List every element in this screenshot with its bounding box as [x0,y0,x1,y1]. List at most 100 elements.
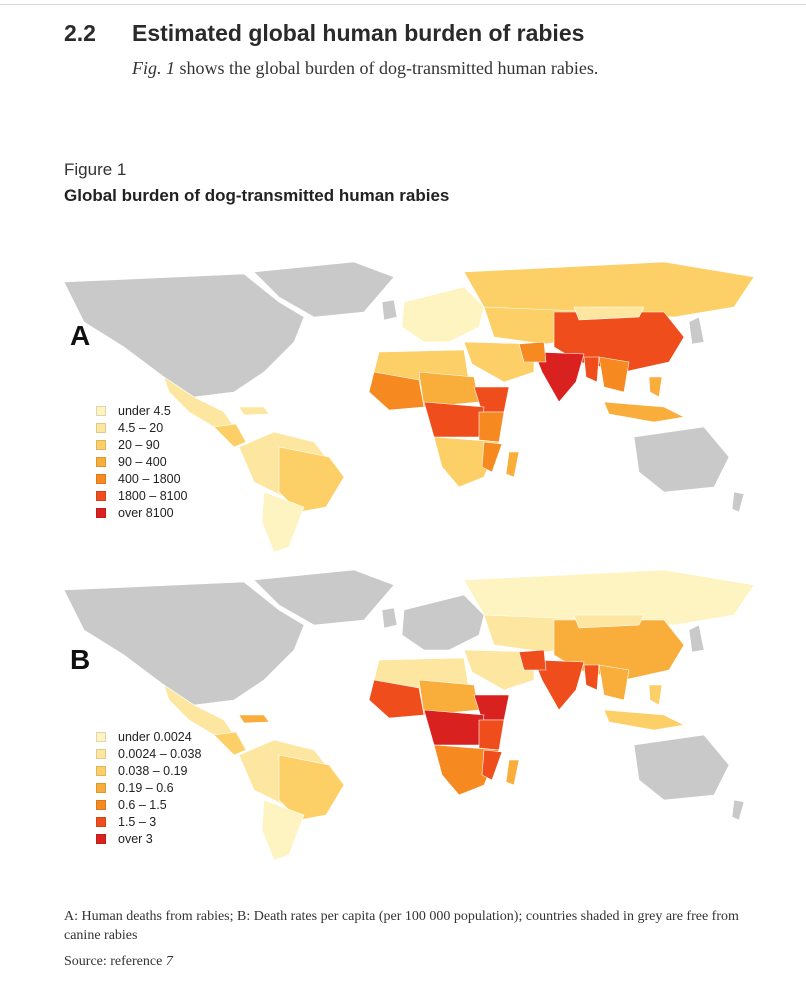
map-region-myanmar [583,664,600,691]
legend-b-item: 0.6 – 1.5 [96,796,201,813]
map-region-southeast-asia [598,356,630,393]
legend-swatch [96,507,106,518]
map-a [64,262,754,552]
map-region-indonesia [603,401,685,423]
legend-label: 90 – 400 [118,454,167,469]
intro-paragraph: Fig. 1 shows the global burden of dog-tr… [132,58,598,79]
map-region-japan [688,316,705,345]
panel-b-letter: B [70,644,91,675]
legend-a-item: 20 – 90 [96,436,188,453]
figure-source: Source: reference 7 [64,954,173,970]
map-region-new-zealand [731,491,745,513]
map-b [64,570,754,860]
map-region-madagascar [505,451,520,478]
legend-a-item: 400 – 1800 [96,470,188,487]
legend-label: 0.19 – 0.6 [118,780,174,795]
section-title: Estimated global human burden of rabies [132,20,585,46]
legend-swatch [96,405,106,416]
legend-b-item: 0.0024 – 0.038 [96,745,201,762]
legend-label: 0.0024 – 0.038 [118,746,202,761]
figure-caption: A: Human deaths from rabies; B: Death ra… [64,909,739,943]
legend-label: under 0.0024 [118,729,192,744]
source-reference: 7 [165,954,173,969]
section-number: 2.2 [64,20,96,46]
legend-swatch [96,456,106,467]
legend-b: under 0.0024 0.0024 – 0.038 0.038 – 0.19… [96,728,201,847]
map-region-central-america [213,731,247,756]
legend-label: over 3 [118,831,153,846]
map-region-greenland [253,262,395,318]
map-region-uk [381,607,398,629]
map-region-europe [401,286,485,343]
map-region-canada-usa [64,273,305,398]
legend-swatch [96,816,106,827]
map-region-south-america-south [261,491,305,552]
map-region-east-africa [478,719,505,751]
legend-b-item: over 3 [96,830,201,847]
legend-swatch [96,765,106,776]
map-region-uk [381,299,398,321]
map-region-mongolia [573,614,645,629]
legend-label: 4.5 – 20 [118,420,164,435]
legend-label: 0.6 – 1.5 [118,797,167,812]
legend-label: under 4.5 [118,403,171,418]
legend-label: 0.038 – 0.19 [118,763,188,778]
map-region-mongolia [573,306,645,321]
map-region-sahel [418,679,480,716]
legend-a-item: over 8100 [96,504,188,521]
legend-a-item: 1800 – 8100 [96,487,188,504]
map-region-west-africa [368,371,425,411]
map-region-brazil [278,754,345,821]
panel-a-letter: A [70,320,91,351]
map-region-south-america-south [261,799,305,860]
legend-swatch [96,748,106,759]
legend-swatch [96,490,106,501]
map-region-japan [688,624,705,653]
legend-a-item: 90 – 400 [96,453,188,470]
map-region-australia [633,734,730,801]
map-region-caribbean [238,406,270,416]
map-region-greenland [253,570,395,626]
map-region-canada-usa [64,581,305,706]
map-region-philippines [648,684,663,706]
legend-b-item: under 0.0024 [96,728,201,745]
map-region-central-america [213,423,247,448]
map-region-central-africa [423,709,485,746]
legend-swatch [96,731,106,742]
legend-label: 20 – 90 [118,437,160,452]
map-region-myanmar [583,356,600,383]
map-region-sahel [418,371,480,408]
top-divider [0,4,806,5]
map-region-east-africa [478,411,505,443]
map-region-pakistan [518,341,547,363]
legend-swatch [96,799,106,810]
legend-b-item: 1.5 – 3 [96,813,201,830]
legend-label: 400 – 1800 [118,471,181,486]
map-region-madagascar [505,759,520,786]
map-region-australia [633,426,730,493]
legend-b-item: 0.038 – 0.19 [96,762,201,779]
map-region-philippines [648,376,663,398]
map-region-mozambique [481,749,503,781]
figure-title: Global burden of dog-transmitted human r… [64,186,450,205]
figure-reference: Fig. 1 [132,58,175,78]
map-region-europe [401,594,485,651]
legend-label: 1.5 – 3 [118,814,157,829]
figure-label: Figure 1 [64,160,127,179]
map-region-caribbean [238,714,270,724]
map-region-mozambique [481,441,503,473]
map-region-india [533,659,585,711]
map-region-southeast-asia [598,664,630,701]
source-prefix: Source: reference [64,954,166,969]
map-region-new-zealand [731,799,745,821]
legend-a: under 4.5 4.5 – 20 20 – 90 90 – 400 400 … [96,402,188,521]
legend-swatch [96,473,106,484]
legend-label: 1800 – 8100 [118,488,188,503]
legend-swatch [96,422,106,433]
legend-b-item: 0.19 – 0.6 [96,779,201,796]
legend-a-item: under 4.5 [96,402,188,419]
world-map-a-svg [64,262,754,552]
map-region-indonesia [603,709,685,731]
legend-a-item: 4.5 – 20 [96,419,188,436]
map-region-india [533,351,585,403]
